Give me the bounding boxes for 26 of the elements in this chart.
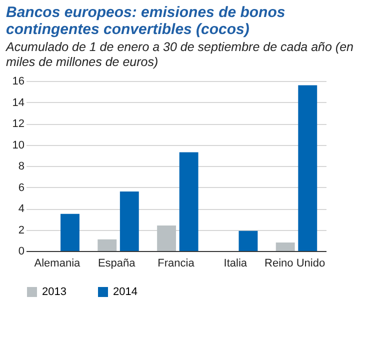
legend-label: 2013	[42, 286, 66, 298]
y-tick-label: 14	[12, 96, 24, 109]
y-tick-label: 0	[18, 246, 24, 258]
y-tick-label: 6	[18, 182, 24, 194]
x-tick-label: Reino Unido	[264, 258, 326, 270]
y-tick-label: 4	[18, 203, 24, 215]
bar	[276, 242, 295, 251]
chart-title: Bancos europeos: emisiones de bonos contingentes convertibles (cocos)	[6, 4, 286, 38]
bar	[238, 230, 258, 251]
bar	[120, 192, 139, 251]
y-tick-label: 16	[12, 76, 24, 88]
bar	[60, 214, 80, 251]
y-tick-label: 12	[12, 118, 24, 130]
legend-label: 2014	[113, 286, 138, 298]
x-tick-label: España	[98, 258, 136, 270]
y-tick-label: 10	[12, 139, 24, 152]
chart-subtitle: Acumulado de 1 de enero a 30 de septiembre de cada año (en miles de millones de euros)	[6, 40, 354, 70]
x-tick-label: Italia	[224, 258, 248, 270]
x-tick-label: Francia	[158, 258, 196, 270]
bar	[98, 239, 117, 251]
y-tick-label: 8	[18, 160, 24, 172]
bar	[179, 152, 198, 251]
y-tick-label: 2	[18, 224, 24, 236]
x-tick-label: Alemania	[34, 258, 81, 270]
bar	[157, 226, 176, 251]
bar	[298, 85, 318, 251]
